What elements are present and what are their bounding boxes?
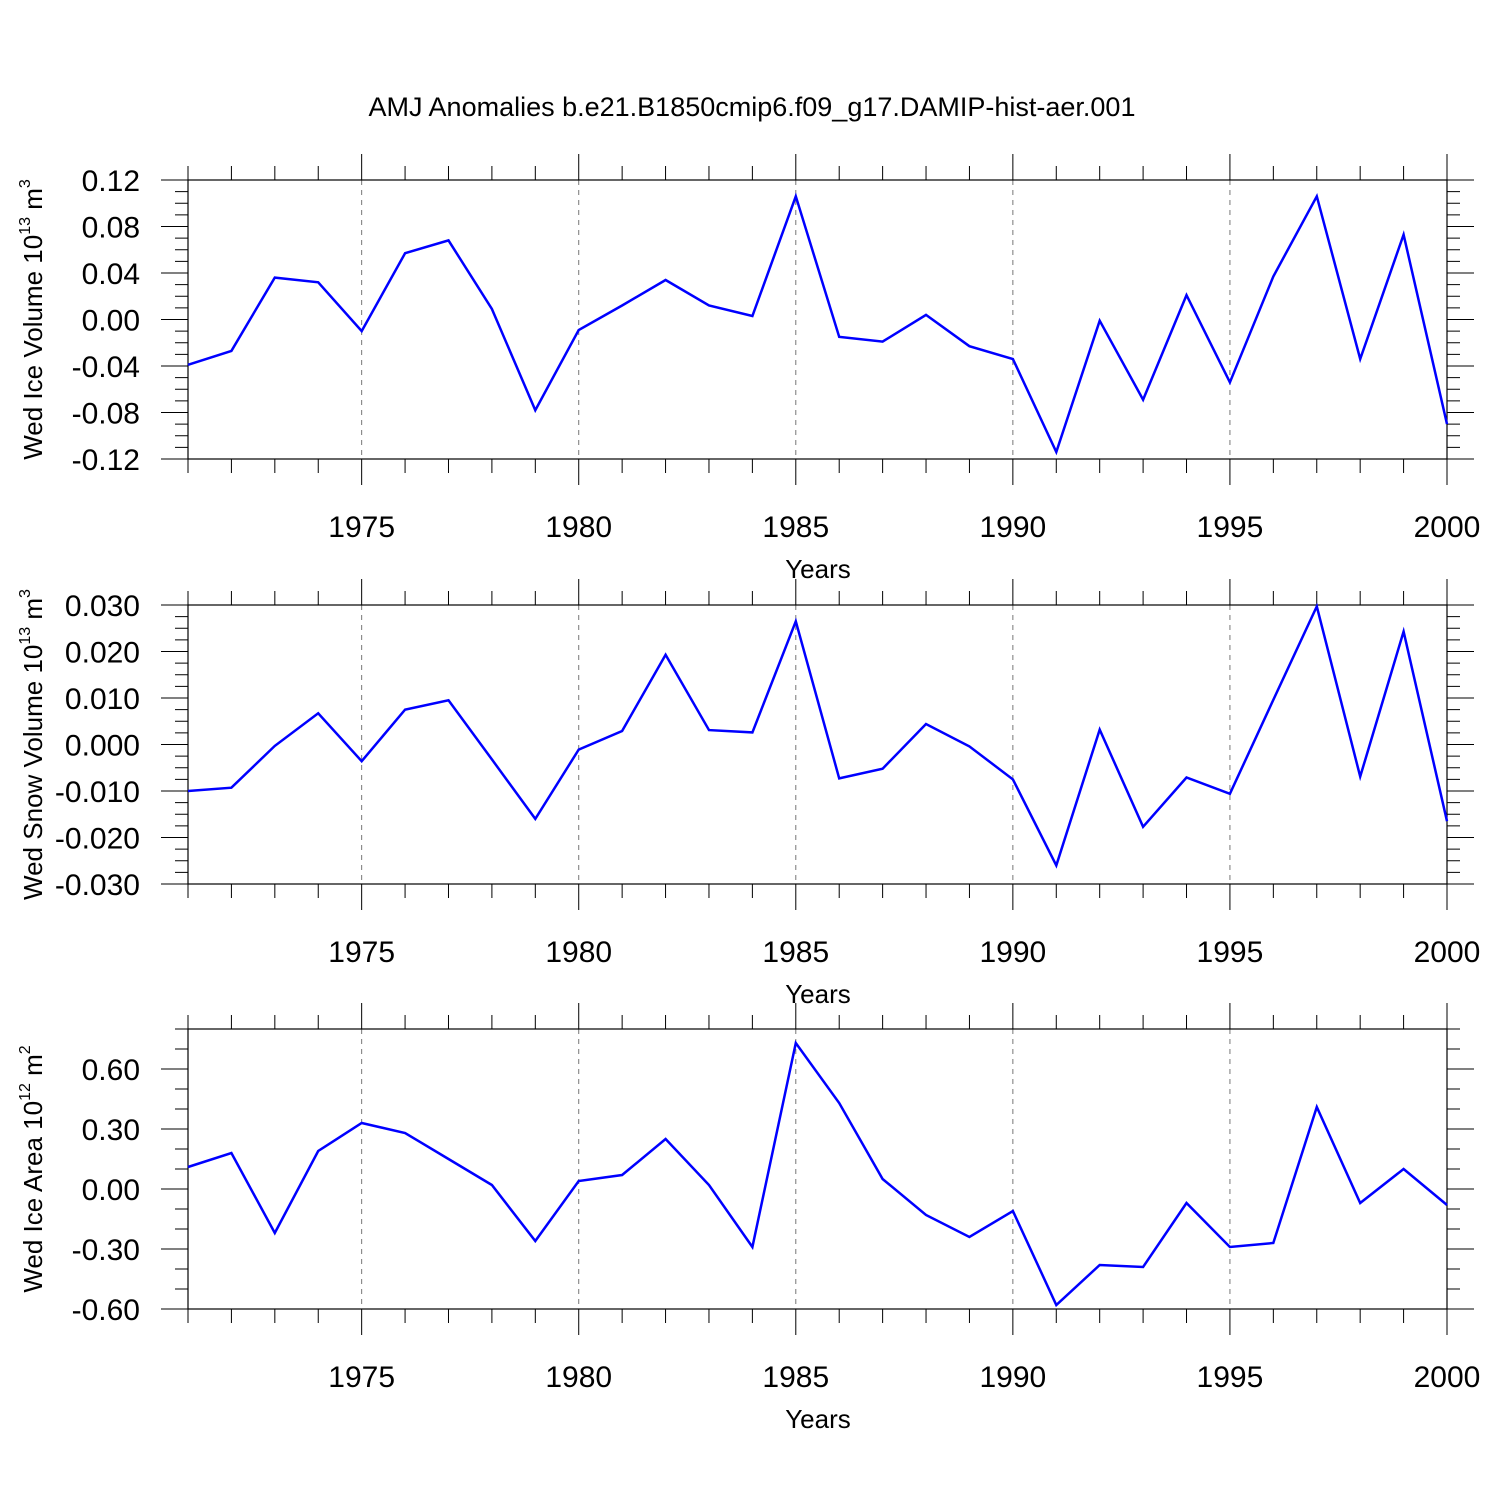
plot-frame xyxy=(187,179,1448,460)
y-tick-label: 0.000 xyxy=(65,730,140,763)
panel-ice-area: 1975 1980 1985 1990 1995 2000 Years 0.60 0.30 0.0… xyxy=(17,1003,1480,1434)
x-tick-label: 2000 xyxy=(1414,511,1481,544)
x-tick-label: 1985 xyxy=(762,936,829,969)
panel-ice-volume: 1975 1980 1985 1990 1995 2000 Years 0.12 0.08 0.0… xyxy=(17,154,1480,584)
x-tick-label: 1995 xyxy=(1197,511,1264,544)
y-tick-label: -0.60 xyxy=(72,1294,140,1327)
y-tick-label: -0.30 xyxy=(72,1234,140,1267)
y-tick-label: 0.010 xyxy=(65,683,140,716)
y-tick-label: 0.04 xyxy=(82,258,140,291)
x-tick-label: 1975 xyxy=(328,511,395,544)
x-tick-label: 1990 xyxy=(979,1361,1046,1394)
y-axis-label: Wed Ice Area 1012 m2 xyxy=(17,1045,48,1292)
x-tick-label: 1985 xyxy=(762,511,829,544)
x-tick-label: 1990 xyxy=(979,936,1046,969)
x-axis-label: Years xyxy=(785,979,851,1009)
y-tick-label: 0.12 xyxy=(82,165,140,198)
y-tick-label: -0.030 xyxy=(55,869,140,902)
x-tick-label: 1975 xyxy=(328,1361,395,1394)
y-tick-label: -0.08 xyxy=(72,398,140,431)
y-tick-label: 0.30 xyxy=(82,1114,140,1147)
y-tick-label: -0.010 xyxy=(55,776,140,809)
y-tick-label: 0.00 xyxy=(82,1174,140,1207)
y-tick-label: 0.030 xyxy=(65,590,140,623)
x-tick-label: 1995 xyxy=(1197,936,1264,969)
x-tick-label: 1985 xyxy=(762,1361,829,1394)
y-axis-label: Wed Snow Volume 1013 m3 xyxy=(17,589,48,900)
x-tick-label: 1995 xyxy=(1197,1361,1264,1394)
series-line-ice-volume xyxy=(187,192,1449,456)
x-tick-label: 1980 xyxy=(545,511,612,544)
x-tick-label: 1980 xyxy=(545,1361,612,1394)
chart-title: AMJ Anomalies b.e21.B1850cmip6.f09_g17.D… xyxy=(369,92,1136,122)
x-tick-label: 2000 xyxy=(1414,1361,1481,1394)
x-axis-label: Years xyxy=(785,1404,851,1434)
y-tick-label: -0.04 xyxy=(72,351,140,384)
series-line-ice-area xyxy=(187,1039,1448,1308)
y-axis-label: Wed Ice Volume 1013 m3 xyxy=(17,179,48,460)
y-tick-label: -0.12 xyxy=(72,444,140,477)
x-tick-label: 1990 xyxy=(979,511,1046,544)
y-tick-label: 0.020 xyxy=(65,637,140,670)
y-tick-label: 0.60 xyxy=(82,1054,140,1087)
y-tick-label: 0.08 xyxy=(82,212,140,245)
series-line-snow-volume xyxy=(187,602,1449,869)
x-tick-label: 1975 xyxy=(328,936,395,969)
x-tick-label: 2000 xyxy=(1414,936,1481,969)
panel-snow-volume: 1975 1980 1985 1990 1995 2000 Years 0.030 0.020 0… xyxy=(17,579,1480,1009)
x-axis-label: Years xyxy=(785,554,851,584)
y-tick-label: -0.020 xyxy=(55,823,140,856)
x-tick-label: 1980 xyxy=(545,936,612,969)
y-tick-label: 0.00 xyxy=(82,305,140,338)
